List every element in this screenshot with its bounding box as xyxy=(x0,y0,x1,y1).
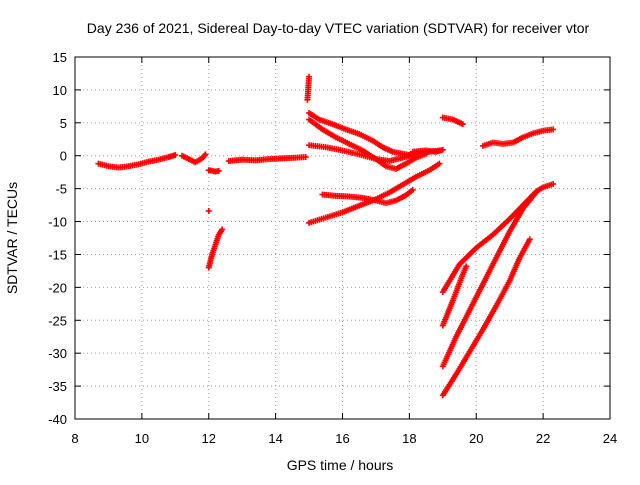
x-tick-label: 8 xyxy=(71,431,78,446)
data-point xyxy=(550,126,557,133)
y-tick-label: -30 xyxy=(48,346,67,361)
data-point xyxy=(409,186,416,193)
data-point xyxy=(215,167,222,174)
data-point xyxy=(463,263,470,270)
plot-frame xyxy=(74,56,611,420)
tick-labels-layer: 8 10 12 14 16 18 20 22 24 -40 -35 -30 -25 -20 -15 -10 -5… xyxy=(48,50,617,446)
y-tick-label: -15 xyxy=(48,247,67,262)
chart-title: Day 236 of 2021, Sidereal Day-to-day VTE… xyxy=(87,20,590,36)
x-tick-label: 22 xyxy=(536,431,550,446)
data-point xyxy=(304,96,311,103)
x-tick-label: 18 xyxy=(402,431,416,446)
data-point xyxy=(172,152,179,159)
y-tick-label: -20 xyxy=(48,280,67,295)
y-tick-label: 5 xyxy=(60,116,67,131)
data-point xyxy=(550,181,557,188)
x-tick-label: 20 xyxy=(469,431,483,446)
x-tick-label: 10 xyxy=(135,431,149,446)
data-point xyxy=(436,160,443,167)
y-tick-label: 10 xyxy=(53,83,67,98)
data-point xyxy=(219,226,226,233)
data-point xyxy=(302,154,309,161)
x-tick-label: 14 xyxy=(268,431,282,446)
y-axis-label: SDTVAR / TECUs xyxy=(4,182,20,294)
x-tick-label: 16 xyxy=(335,431,349,446)
data-point xyxy=(439,146,446,153)
x-tick-label: 24 xyxy=(603,431,617,446)
y-tick-label: -25 xyxy=(48,313,67,328)
data-point xyxy=(459,121,466,128)
x-tick-label: 12 xyxy=(202,431,216,446)
y-tick-label: 0 xyxy=(60,149,67,164)
data-point xyxy=(533,188,540,195)
x-axis-label: GPS time / hours xyxy=(287,457,394,473)
y-tick-label: -35 xyxy=(48,379,67,394)
data-point xyxy=(526,236,533,243)
data-point xyxy=(202,151,209,158)
data-points-layer xyxy=(95,73,557,399)
y-tick-label: -10 xyxy=(48,215,67,230)
y-tick-label: -40 xyxy=(48,412,67,427)
grid-layer xyxy=(75,57,610,419)
data-point xyxy=(205,208,212,215)
y-tick-label: 15 xyxy=(53,50,67,65)
y-tick-label: -5 xyxy=(55,182,67,197)
